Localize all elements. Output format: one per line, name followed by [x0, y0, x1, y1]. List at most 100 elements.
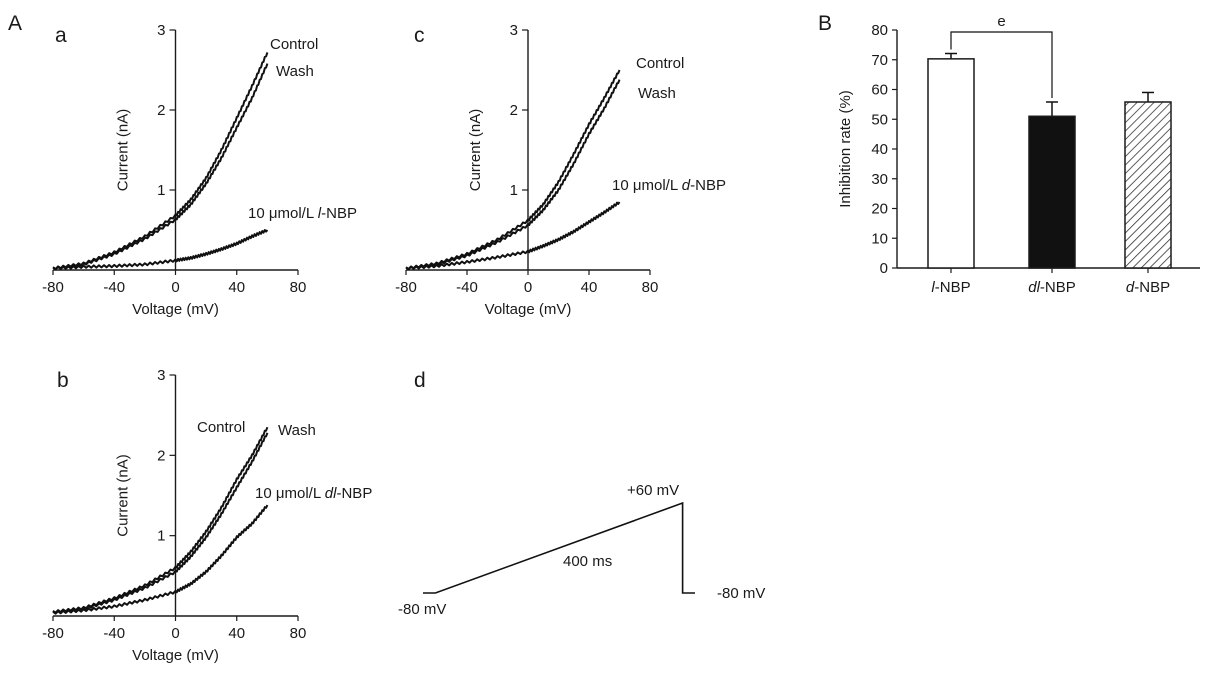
x-tick-label: 40 [228, 279, 245, 296]
x-tick-label: 40 [581, 279, 598, 296]
protocol-start-label: -80 mV [398, 601, 446, 618]
y-tick-label: 3 [510, 22, 518, 39]
y-tick-label: 2 [510, 102, 518, 119]
x-tick-label: -80 [395, 279, 417, 296]
trace-label-3-it: dl [325, 485, 337, 502]
protocol-duration-label: 400 ms [563, 553, 612, 570]
trace-label-3-it: d [682, 177, 691, 194]
x-axis-label: Voltage (mV) [132, 647, 219, 664]
x-tick-label: -40 [103, 625, 125, 642]
panel-letter-d: d [414, 369, 426, 392]
trace-1 [52, 426, 269, 614]
y-axis-label: Current (nA) [115, 109, 132, 192]
y-tick-label: 40 [871, 141, 888, 158]
trace-label-1-post: Control [636, 55, 684, 72]
trace-label-3: 10 μmol/L l-NBP [248, 205, 357, 222]
y-tick-label: 1 [157, 182, 165, 199]
trace-label-1: Control [270, 36, 318, 53]
trace-3 [52, 229, 269, 271]
panel-B-letter: B [818, 12, 832, 35]
trace-label-1: Control [197, 419, 245, 436]
y-tick-label: 50 [871, 111, 888, 128]
trace-label-3-post: -NBP [690, 177, 726, 194]
x-tick-label: 0 [171, 625, 179, 642]
y-tick-label: 1 [510, 182, 518, 199]
panel-A-letter: A [8, 12, 22, 35]
significance-bracket [950, 31, 1053, 98]
category-label: d-NBP [1126, 279, 1170, 296]
y-axis-label: Current (nA) [467, 109, 484, 192]
panel-letter-a: a [55, 24, 67, 47]
x-tick-label: 0 [524, 279, 532, 296]
trace-label-3-it: l [318, 205, 322, 222]
trace-3 [405, 201, 621, 271]
category-label: l-NBP [931, 279, 970, 296]
category-label-it: l [931, 279, 935, 296]
y-tick-label: 80 [871, 22, 888, 39]
significance-label: e [997, 13, 1005, 30]
category-label-post: -NBP [1134, 279, 1170, 296]
trace-label-3-pre: 10 μmol/L [248, 205, 318, 222]
protocol-peak-label: +60 mV [627, 482, 679, 499]
x-tick-label: -80 [42, 279, 64, 296]
panel-letter-b: b [57, 369, 69, 392]
voltage-protocol-trace [423, 501, 695, 594]
y-tick-label: 3 [157, 22, 165, 39]
trace-3 [52, 504, 269, 615]
y-tick-label: 30 [871, 171, 888, 188]
trace-label-2-post: Wash [638, 85, 676, 102]
protocol-panel-d: d -80 mV +60 mV -80 mV 400 ms [398, 369, 765, 618]
iv-panel-b: b -80 -40 0 40 80 1 2 3 Voltage (mV) Current (nA) C… [42, 367, 372, 664]
trace-label-1-post: Control [197, 419, 245, 436]
y-tick-label: 2 [157, 447, 165, 464]
y-tick-label: 60 [871, 82, 888, 99]
trace-2 [405, 79, 621, 271]
y-axis-label: Inhibition rate (%) [837, 90, 854, 208]
y-tick-label: 10 [871, 230, 888, 247]
x-tick-label: 80 [642, 279, 659, 296]
trace-2 [52, 432, 269, 614]
x-tick-label: 80 [290, 625, 307, 642]
x-tick-label: 80 [290, 279, 307, 296]
trace-2 [52, 63, 269, 271]
category-label-it: dl [1028, 279, 1040, 296]
trace-label-3: 10 μmol/L dl-NBP [255, 485, 372, 502]
x-tick-label: -80 [42, 625, 64, 642]
trace-label-1: Control [636, 55, 684, 72]
category-label: dl-NBP [1028, 279, 1076, 296]
y-tick-label: 70 [871, 52, 888, 69]
x-axis-label: Voltage (mV) [132, 301, 219, 318]
trace-label-2: Wash [638, 85, 676, 102]
bar-1 [927, 58, 975, 269]
category-label-post: -NBP [935, 279, 971, 296]
x-tick-label: 40 [228, 625, 245, 642]
trace-label-3: 10 μmol/L d-NBP [612, 177, 726, 194]
x-axis-label: Voltage (mV) [485, 301, 572, 318]
bar-3 [1124, 101, 1172, 269]
y-tick-label: 0 [880, 260, 888, 277]
y-tick-label: 3 [157, 367, 165, 384]
category-label-it: d [1126, 279, 1135, 296]
iv-panel-c: c -80 -40 0 40 80 1 2 3 Voltage (mV) Current (nA) C… [395, 22, 726, 318]
trace-label-1-post: Control [270, 36, 318, 53]
y-tick-label: 1 [157, 528, 165, 545]
trace-label-2: Wash [278, 422, 316, 439]
trace-1 [52, 52, 269, 271]
y-tick-label: 20 [871, 201, 888, 218]
trace-label-3-post: -NBP [336, 485, 372, 502]
trace-label-2-post: Wash [276, 63, 314, 80]
trace-label-3-pre: 10 μmol/L [612, 177, 682, 194]
trace-label-2-post: Wash [278, 422, 316, 439]
trace-label-2: Wash [276, 63, 314, 80]
bar-2 [1028, 115, 1076, 269]
protocol-end-label: -80 mV [717, 585, 765, 602]
trace-label-3-post: -NBP [321, 205, 357, 222]
iv-panel-a: a -80 -40 0 40 80 1 2 3 Voltage (mV) Current (nA) C… [42, 22, 357, 318]
category-label-post: -NBP [1040, 279, 1076, 296]
y-axis-label: Current (nA) [115, 454, 132, 537]
trace-label-3-pre: 10 μmol/L [255, 485, 325, 502]
trace-1 [405, 69, 621, 271]
x-tick-label: -40 [103, 279, 125, 296]
